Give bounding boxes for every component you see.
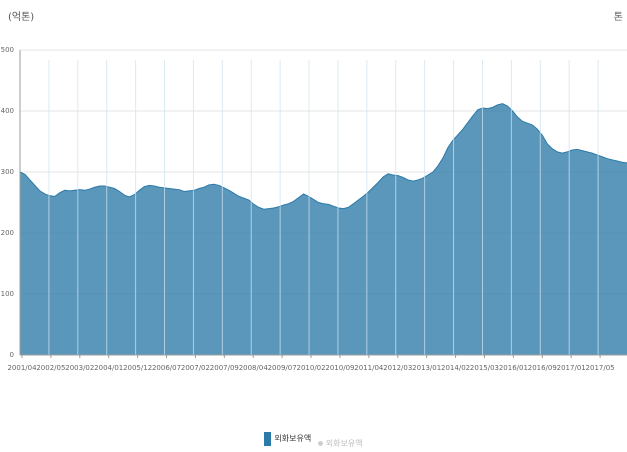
x-tick-label-3: 2004/01 [94,364,123,372]
area-layer [19,103,627,356]
y-tick-label-0: 0 [10,351,14,359]
x-tick-label-14: 2013/01 [412,364,441,372]
x-tick-label-17: 2016/01 [499,364,528,372]
separator-layer [48,60,599,355]
x-tick-label-12: 2011/04 [354,364,384,372]
x-tick-label-5: 2006/07 [152,364,181,372]
y-tick-label-2: 200 [1,229,14,237]
legend-marker-secondary [317,441,323,446]
x-tick-label-16: 2015/03 [470,364,499,372]
right-unit-label: 톤 [613,12,623,23]
legend: 외화보유액 외화보유액 [0,432,627,450]
x-tick-label-9: 2009/07 [268,364,297,372]
axis-layer [19,50,627,358]
x-tick-label-0: 2001/04 [7,364,37,372]
legend-swatch-primary [264,432,272,446]
y-tick-label-3: 300 [1,168,14,176]
left-unit-label: (억톤) [8,12,35,23]
x-tick-label-15: 2014/02 [441,364,470,372]
x-tick-label-2: 2003/02 [65,364,94,372]
x-tick-label-7: 2007/09 [210,364,239,372]
area-fill [20,103,627,356]
legend-label-primary: 외화보유액 [274,434,312,443]
x-tick-label-13: 2012/03 [383,364,412,372]
x-tick-label-1: 2002/05 [36,364,65,372]
x-tick-label-20: 2017/05 [586,364,615,372]
area-outline [19,103,627,210]
legend-item-secondary[interactable]: 외화보유액 [317,438,363,450]
legend-label-secondary: 외화보유액 [325,438,363,448]
y-tick-label-5: 500 [1,46,14,54]
x-tick-label-6: 2007/02 [181,364,210,372]
y-tick-label-1: 100 [1,290,14,298]
x-tick-label-8: 2008/04 [239,364,269,372]
y-tick-label-4: 400 [1,107,14,115]
x-tick-label-4: 2005/12 [123,364,152,372]
x-tick-label-19: 2017/01 [557,364,586,372]
x-tick-label-18: 2016/09 [528,364,557,372]
x-tick-label-11: 2010/09 [325,364,354,372]
x-tick-label-10: 2010/02 [297,364,326,372]
legend-item-primary[interactable]: 외화보유액 [264,432,311,446]
